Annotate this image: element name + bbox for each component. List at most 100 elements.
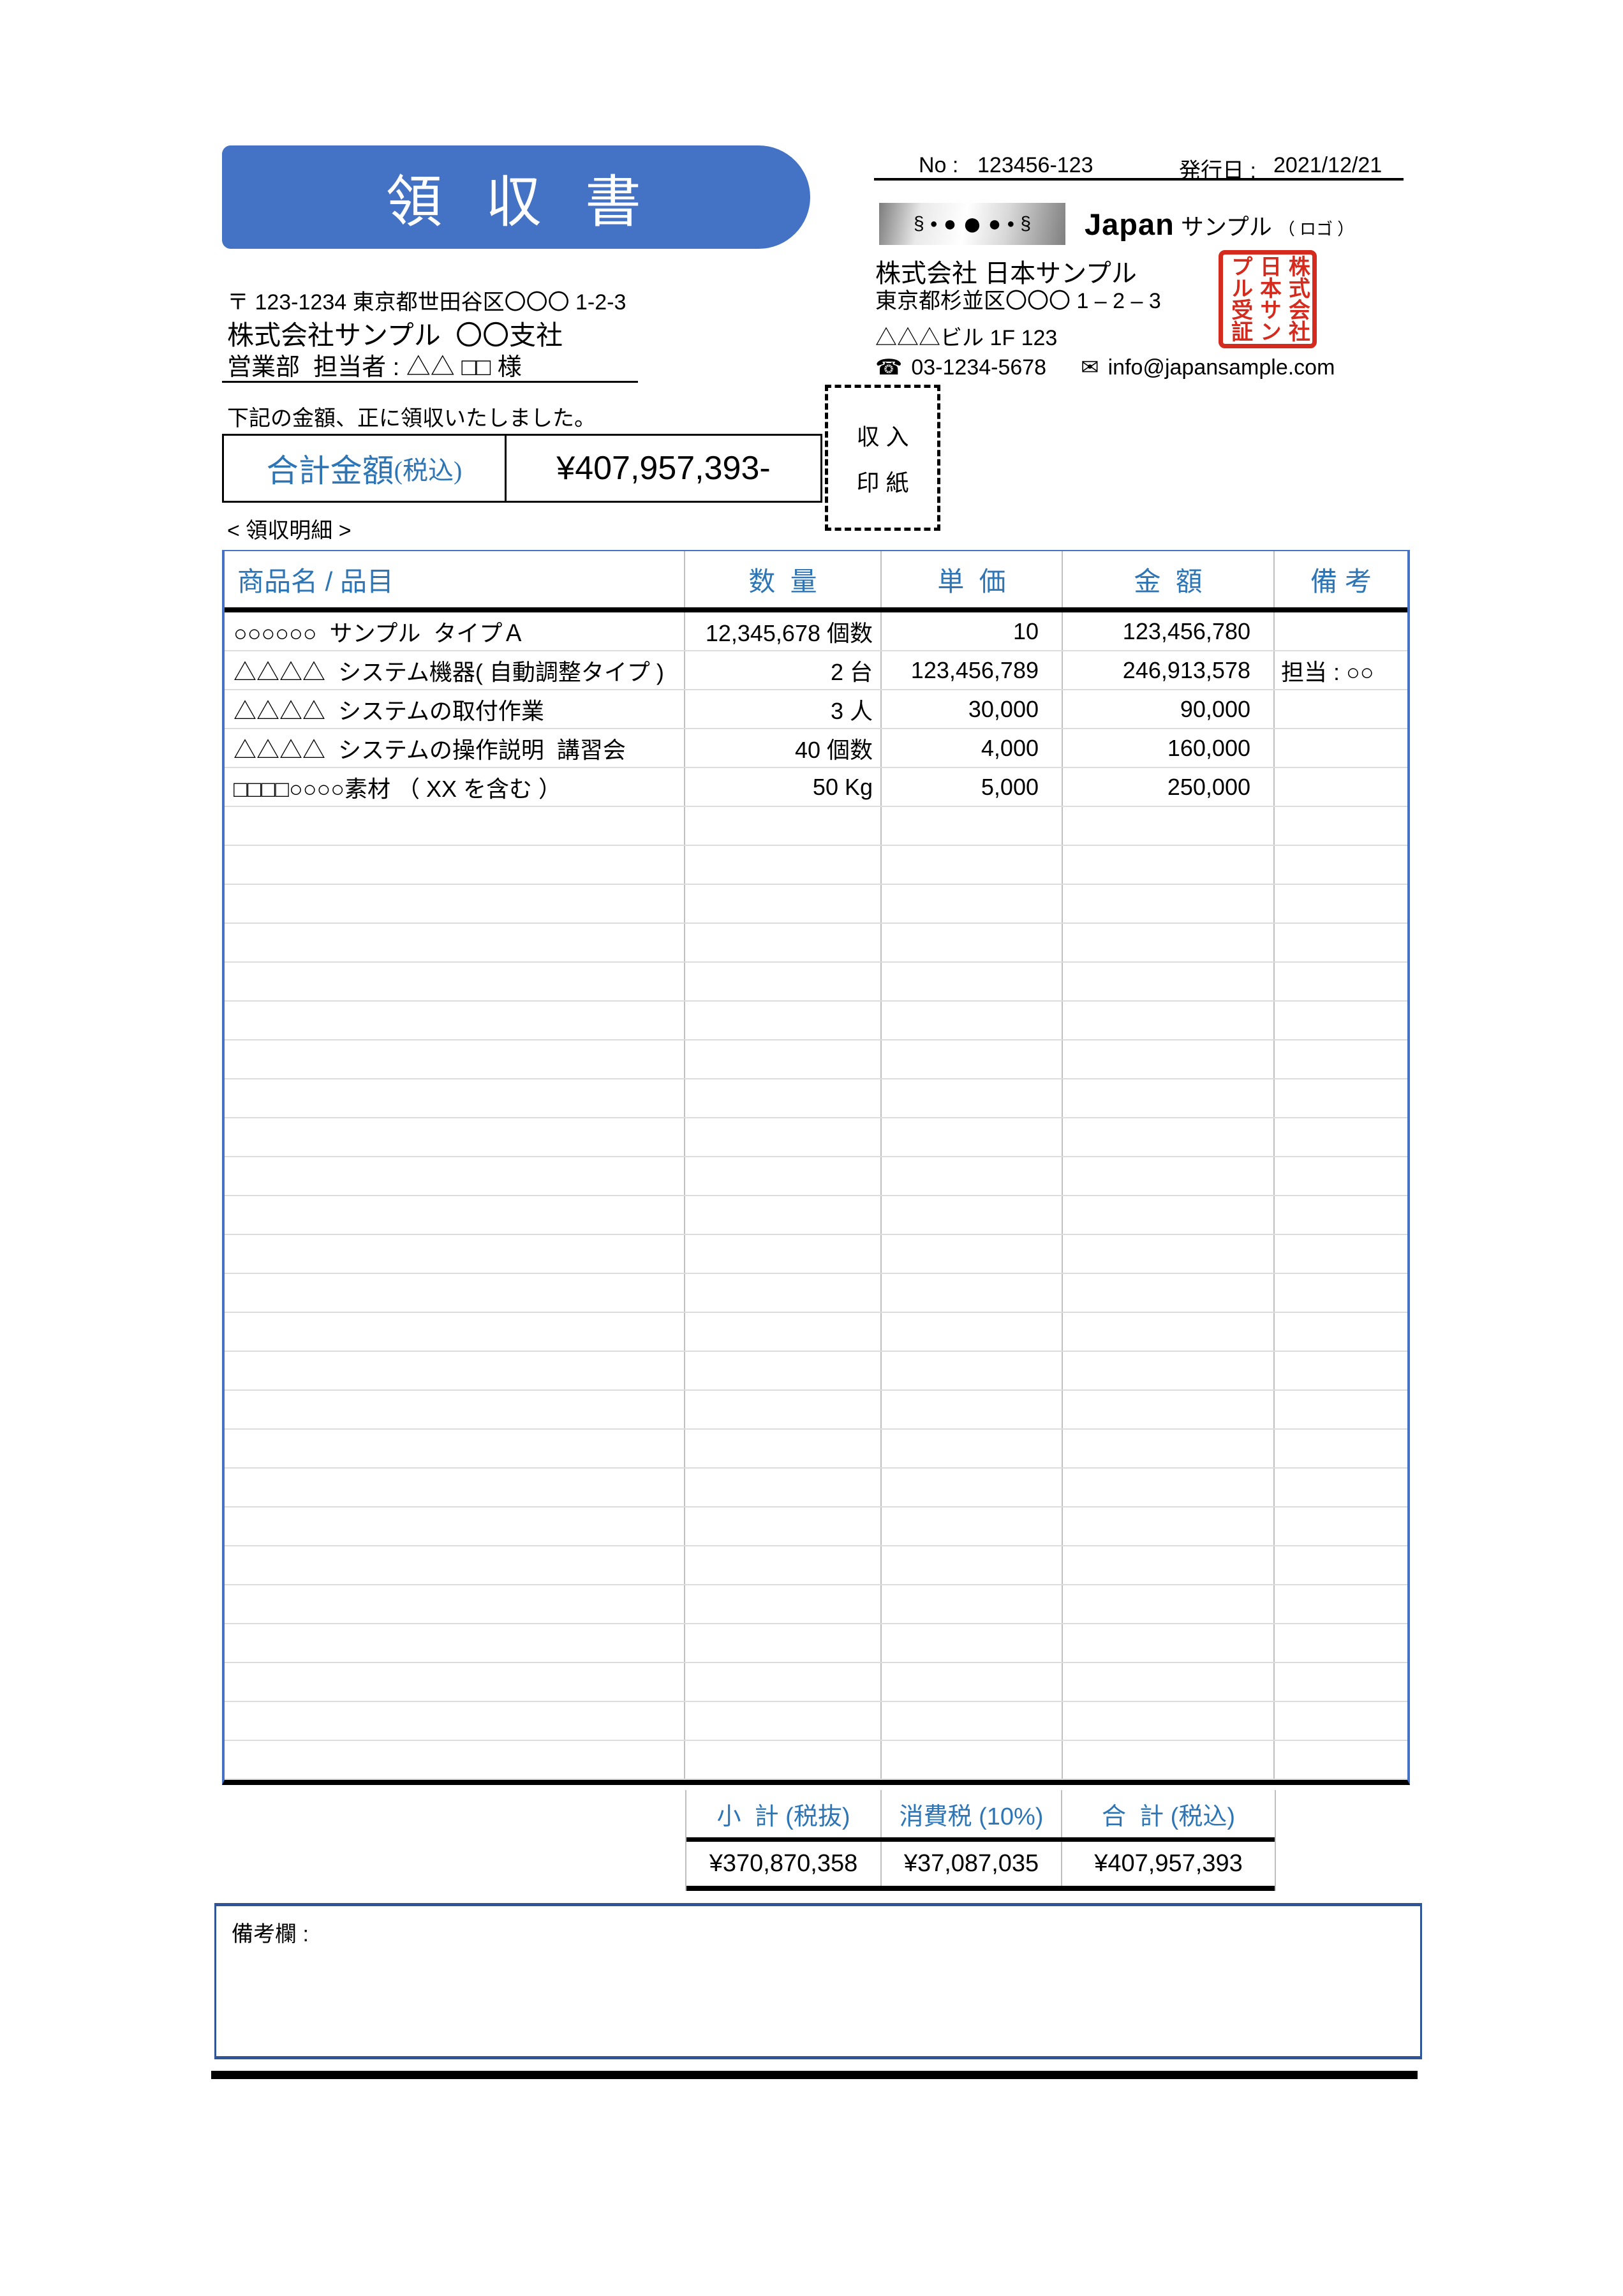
item-cell — [225, 1002, 685, 1039]
note-cell — [1275, 1235, 1407, 1273]
amount-cell — [1063, 1235, 1275, 1273]
item-cell — [225, 1196, 685, 1234]
table-row — [225, 1741, 1407, 1780]
table-row — [225, 1469, 1407, 1507]
quantity-cell — [685, 1352, 882, 1389]
unit-price-cell: 4,000 — [882, 729, 1063, 767]
amount-cell — [1063, 1663, 1275, 1701]
table-row — [225, 1546, 1407, 1585]
quantity-cell — [685, 1002, 882, 1039]
quantity-cell — [685, 924, 882, 961]
note-cell — [1275, 1118, 1407, 1156]
logo-dot: ● — [1007, 217, 1015, 231]
unit-price-cell: 30,000 — [882, 690, 1063, 728]
item-cell — [225, 1313, 685, 1351]
unit-price-cell — [882, 1274, 1063, 1312]
grand-total-label: 合 計 (税込) — [1102, 1803, 1235, 1830]
note-cell — [1275, 1507, 1407, 1545]
quantity-cell — [685, 1274, 882, 1312]
totals-label-row: 小 計 (税抜) 消費税 (10%) 合 計 (税込) — [686, 1790, 1275, 1842]
amount-cell: 250,000 — [1063, 768, 1275, 806]
total-amount-label-cell: 合計金額 (税込) — [224, 436, 507, 501]
table-row — [225, 1624, 1407, 1663]
seller-contact-line: ☎ 03-1234-5678 ✉ info@japansample.com — [875, 355, 1335, 380]
col-header-item: 商品名 / 品目 — [225, 551, 685, 607]
logo-section-glyph: § — [913, 213, 924, 234]
item-cell — [225, 1702, 685, 1740]
unit-price-cell — [882, 1585, 1063, 1623]
note-cell — [1275, 1741, 1407, 1779]
totals-value-row: ¥370,870,358 ¥37,087,035 ¥407,957,393 — [686, 1842, 1275, 1891]
table-row — [225, 1274, 1407, 1313]
unit-price-cell — [882, 1079, 1063, 1117]
quantity-cell — [685, 1469, 882, 1506]
revenue-stamp-line1: 収 入 — [856, 423, 909, 450]
quantity-cell — [685, 1507, 882, 1545]
amount-cell — [1063, 1196, 1275, 1234]
note-cell — [1275, 1196, 1407, 1234]
item-cell — [225, 846, 685, 884]
item-cell — [225, 1430, 685, 1467]
quantity-cell — [685, 885, 882, 922]
quantity-cell: 3 人 — [685, 690, 882, 728]
unit-price-cell — [882, 1469, 1063, 1506]
quantity-cell: 2 台 — [685, 651, 882, 689]
details-section-label: < 領収明細 > — [227, 519, 352, 543]
unit-price-cell — [882, 1196, 1063, 1234]
company-seal-text: 株式会社日本サンプル受証 — [1227, 255, 1309, 342]
unit-price-cell — [882, 807, 1063, 845]
amount-cell: 123,456,780 — [1063, 612, 1275, 650]
quantity-cell: 40 個数 — [685, 729, 882, 767]
table-row — [225, 1702, 1407, 1741]
item-cell — [225, 1469, 685, 1506]
item-cell — [225, 1546, 685, 1584]
doc-number-value: 123456-123 — [977, 153, 1093, 177]
amount-cell — [1063, 1002, 1275, 1039]
seller-phone: 03-1234-5678 — [911, 355, 1047, 380]
note-cell — [1275, 1585, 1407, 1623]
item-cell — [225, 1507, 685, 1545]
amount-cell — [1063, 924, 1275, 961]
unit-price-cell — [882, 1352, 1063, 1389]
table-row — [225, 924, 1407, 963]
unit-price-cell — [882, 846, 1063, 884]
note-cell — [1275, 963, 1407, 1000]
subtotal-label: 小 計 (税抜) — [686, 1790, 882, 1837]
amount-cell — [1063, 1585, 1275, 1623]
item-cell — [225, 1274, 685, 1312]
total-amount-box: 合計金額 (税込) ¥407,957,393- — [222, 434, 822, 503]
quantity-cell — [685, 1430, 882, 1467]
note-cell — [1275, 1352, 1407, 1389]
quantity-cell — [685, 1663, 882, 1701]
seller-company-name: 株式会社 日本サンプル — [875, 260, 1137, 288]
item-cell — [225, 1391, 685, 1428]
amount-cell — [1063, 1546, 1275, 1584]
company-logo: § ● ● ● ● ● § — [879, 203, 1065, 245]
quantity-cell — [685, 1585, 882, 1623]
page-title: 領 収 書 — [385, 172, 646, 234]
revenue-stamp-line2: 印 紙 — [856, 469, 909, 496]
unit-price-cell — [882, 1663, 1063, 1701]
table-row — [225, 1507, 1407, 1546]
unit-price-cell: 123,456,789 — [882, 651, 1063, 689]
table-row — [225, 1079, 1407, 1118]
item-cell — [225, 807, 685, 845]
tax-value: ¥37,087,035 — [882, 1842, 1062, 1886]
amount-cell: 90,000 — [1063, 690, 1275, 728]
note-cell — [1275, 729, 1407, 767]
unit-price-cell — [882, 1430, 1063, 1467]
total-amount-label: 合計金額 — [266, 453, 394, 489]
table-row — [225, 1118, 1407, 1157]
quantity-cell — [685, 1041, 882, 1078]
quantity-cell — [685, 1235, 882, 1273]
table-row — [225, 963, 1407, 1002]
table-row — [225, 807, 1407, 846]
unit-price-cell — [882, 1002, 1063, 1039]
item-cell — [225, 1585, 685, 1623]
total-amount-value: ¥407,957,393- — [556, 450, 771, 487]
note-cell — [1275, 807, 1407, 845]
note-cell — [1275, 846, 1407, 884]
amount-cell — [1063, 1702, 1275, 1740]
amount-cell — [1063, 963, 1275, 1000]
note-cell — [1275, 1469, 1407, 1506]
